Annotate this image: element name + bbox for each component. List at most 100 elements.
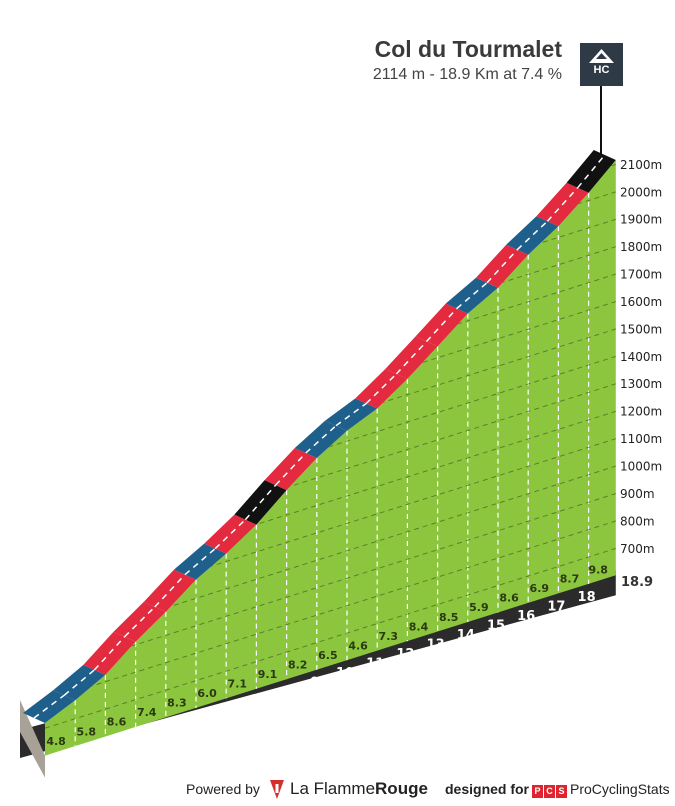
elevation-label-1300: 1300m <box>620 377 662 391</box>
elevation-label-1600: 1600m <box>620 295 662 309</box>
road-center-line <box>275 452 307 486</box>
road-center-line <box>486 249 518 284</box>
profile-body <box>20 160 616 778</box>
gradient-segment-4 <box>113 601 166 642</box>
gradient-label: 8.6 <box>107 716 127 729</box>
gradient-label: 9.1 <box>258 668 278 681</box>
gradient-label: 4.6 <box>348 639 368 652</box>
gradient-label: 8.7 <box>560 573 580 586</box>
road-center-line <box>426 307 458 342</box>
gradient-segment-11 <box>325 398 378 431</box>
km-label: 15 <box>487 619 505 634</box>
km-label: 3 <box>129 733 138 748</box>
elevation-label-1000: 1000m <box>620 460 662 474</box>
gradient-label: 8.4 <box>409 620 429 633</box>
road-center-line <box>184 548 216 576</box>
climb-title: Col du Tourmalet <box>374 36 562 62</box>
gradient-label: 8.3 <box>167 697 187 710</box>
gradient-label: 7.3 <box>379 630 399 643</box>
road-center-line <box>124 606 156 638</box>
km-label: 2 <box>99 743 108 758</box>
brand-name[interactable]: La FlammeRouge <box>290 779 428 799</box>
km-label: 13 <box>427 638 445 653</box>
km-label: 18 <box>578 590 596 605</box>
flame-logo-icon <box>270 780 284 799</box>
pcs-letter-p: P <box>532 785 543 798</box>
road-center-line <box>365 373 397 405</box>
km-label: 11 <box>366 657 384 672</box>
elevation-label-2100: 2100m <box>620 158 662 172</box>
road-center-line <box>395 340 428 375</box>
pcs-letter-s: S <box>556 785 567 798</box>
km-label: 6 <box>220 704 229 719</box>
profile-labels: 4.8 5.8 8.6 7.4 8.3 6.0 7.1 9.1 8.2 6.5 4.6 7.3 8.4 8… <box>46 564 653 768</box>
gradient-label: 6.9 <box>530 582 550 595</box>
km-label: 12 <box>396 647 414 662</box>
elevation-label-1900: 1900m <box>620 213 662 227</box>
gradient-segment-10 <box>294 420 347 458</box>
brand-name-part-b: Rouge <box>375 779 428 798</box>
road-center-line <box>244 484 277 521</box>
road-center-line <box>305 425 337 454</box>
powered-by-text: Powered by <box>186 781 260 797</box>
km-label: 5 <box>189 714 198 729</box>
gridline-800 <box>45 519 616 702</box>
elevation-label-1700: 1700m <box>620 268 662 282</box>
gradient-label: 8.6 <box>499 592 519 605</box>
km-label: 1 <box>69 752 78 767</box>
km-label: 14 <box>457 628 475 643</box>
gradient-segment-12 <box>355 368 408 409</box>
road-center-line <box>546 187 579 222</box>
mountain-icon <box>589 49 614 63</box>
elevation-axis-labels: 700m 800m 900m 1000m 1100m 1200m 1300m 1400m 150… <box>620 158 662 556</box>
total-distance-label: 18.9 <box>621 575 653 590</box>
road-center-line <box>154 574 186 608</box>
footer: Powered by La FlammeRouge designed for P… <box>0 776 675 802</box>
gradient-segment-15 <box>445 277 498 314</box>
road-center-line <box>214 519 246 550</box>
gradient-segment-17 <box>506 216 559 255</box>
pcs-letter-c: C <box>544 785 555 798</box>
elevation-label-1400: 1400m <box>620 350 662 364</box>
pcs-name-link[interactable]: ProCyclingStats <box>570 781 670 797</box>
elevation-label-1100: 1100m <box>620 432 662 446</box>
gradient-segment-6 <box>174 543 227 580</box>
climb-subtitle: 2114 m - 18.9 Km at 7.4 % <box>372 66 562 83</box>
km-label: 9 <box>310 676 319 691</box>
road-center-line <box>577 154 606 189</box>
km-label: 10 <box>336 666 354 681</box>
elevation-area <box>45 160 616 756</box>
elevation-label-900: 900m <box>620 487 655 501</box>
km-label: 16 <box>517 609 535 624</box>
gradient-label: 5.8 <box>77 725 97 738</box>
gradient-label: 8.5 <box>439 611 459 624</box>
gradient-label: 7.1 <box>228 678 248 691</box>
brand-name-part-a: La Flamme <box>290 779 376 798</box>
road-center-line <box>456 282 488 310</box>
km-label: 7 <box>250 695 259 710</box>
elevation-label-1800: 1800m <box>620 240 662 254</box>
gradient-label: 6.5 <box>318 649 338 662</box>
elevation-label-1500: 1500m <box>620 322 662 336</box>
gradient-label: 4.8 <box>46 735 66 748</box>
gridline-700 <box>45 547 616 729</box>
start-block <box>20 700 45 778</box>
gradient-label: 5.9 <box>469 601 489 614</box>
gradient-label: 7.4 <box>137 706 157 719</box>
road-center-line <box>516 220 548 251</box>
gradient-label: 6.0 <box>197 687 217 700</box>
elevation-label-800: 800m <box>620 514 655 528</box>
gradient-label: 8.2 <box>288 659 308 672</box>
gradient-segment-1 <box>23 690 76 723</box>
gradient-segment-2 <box>53 664 106 701</box>
elevation-label-700: 700m <box>620 542 655 556</box>
km-label: 4 <box>159 723 168 738</box>
designed-for-text: designed for <box>445 781 530 797</box>
gridline-900 <box>45 492 616 674</box>
hc-category-badge: HC <box>580 43 623 86</box>
gradient-segment-7 <box>204 514 257 554</box>
gradient-band <box>23 150 616 723</box>
road-center-line <box>93 636 126 671</box>
